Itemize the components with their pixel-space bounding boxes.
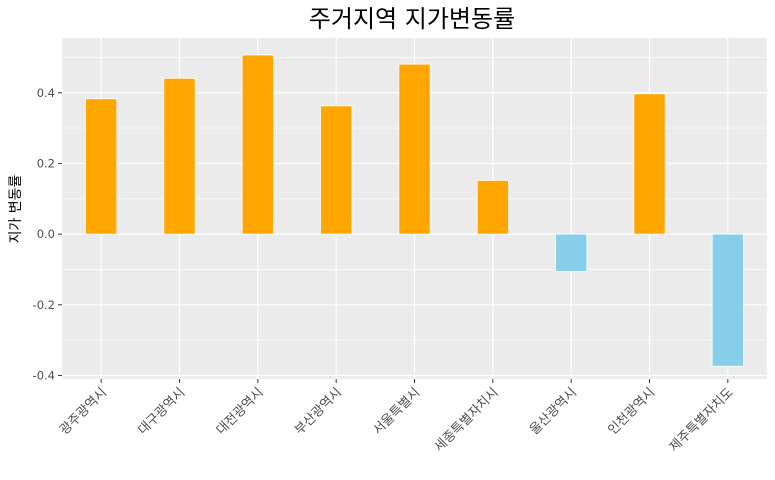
y-axis-label: 지가 변동률 bbox=[8, 174, 24, 243]
y-tick-label: -0.2 bbox=[33, 298, 55, 312]
y-tick-label: 0.2 bbox=[37, 156, 55, 170]
bar bbox=[555, 233, 588, 272]
bar bbox=[85, 98, 118, 235]
bar bbox=[633, 93, 666, 235]
bar bbox=[320, 105, 353, 235]
chart-title: 주거지역 지가변동률 bbox=[309, 5, 515, 33]
bars bbox=[85, 54, 744, 367]
bar bbox=[398, 63, 431, 235]
bar bbox=[711, 233, 744, 367]
bar bbox=[163, 77, 196, 235]
y-tick-label: 0.0 bbox=[37, 227, 55, 241]
y-tick-label: 0.4 bbox=[37, 86, 55, 100]
bar bbox=[476, 180, 509, 235]
bar bbox=[241, 54, 274, 235]
y-tick-label: -0.4 bbox=[33, 368, 55, 382]
